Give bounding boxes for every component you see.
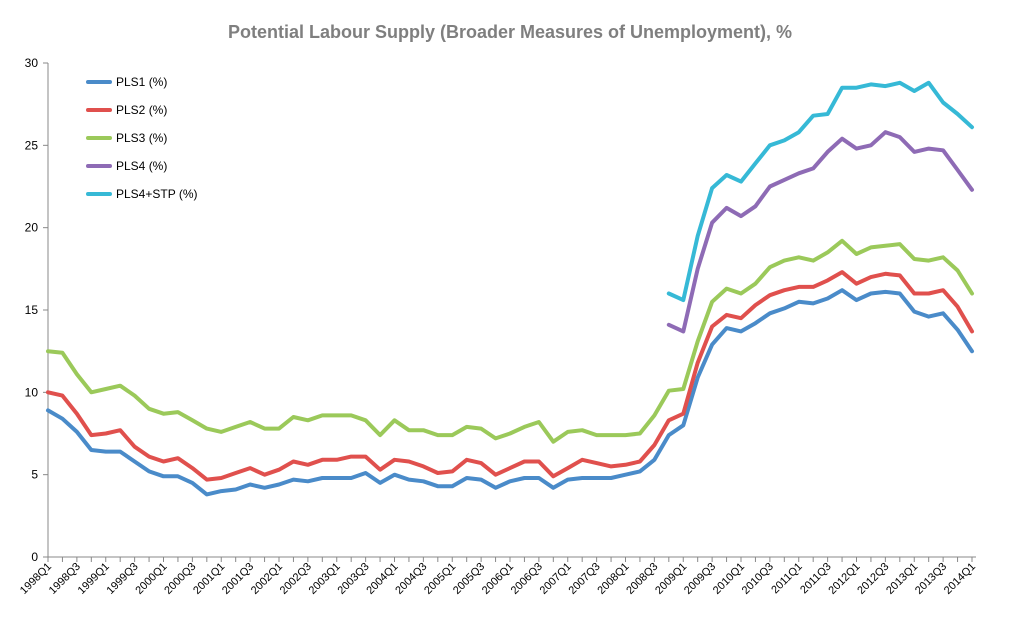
legend-label: PLS3 (%) bbox=[116, 131, 167, 145]
series-line bbox=[46, 288, 974, 497]
legend-label: PLS4+STP (%) bbox=[116, 187, 197, 201]
y-tick-label: 5 bbox=[31, 468, 38, 482]
y-tick-label: 10 bbox=[25, 385, 39, 399]
series-line bbox=[666, 130, 974, 334]
y-tick-label: 0 bbox=[31, 550, 38, 564]
legend-label: PLS4 (%) bbox=[116, 159, 167, 173]
y-tick-label: 15 bbox=[25, 303, 39, 317]
y-tick-label: 30 bbox=[25, 56, 39, 70]
legend-label: PLS1 (%) bbox=[116, 75, 167, 89]
legend-label: PLS2 (%) bbox=[116, 103, 167, 117]
y-tick-label: 20 bbox=[25, 221, 39, 235]
series-line bbox=[666, 80, 974, 303]
series-line bbox=[46, 238, 974, 444]
series-line bbox=[46, 270, 974, 482]
chart-title: Potential Labour Supply (Broader Measure… bbox=[228, 22, 792, 42]
y-tick-label: 25 bbox=[25, 138, 39, 152]
